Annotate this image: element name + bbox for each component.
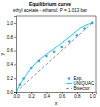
tick: 1.0 — [90, 92, 97, 99]
point — [30, 67, 33, 70]
tick: 0.2 — [7, 76, 16, 81]
tick-label: 0.6 — [7, 48, 14, 53]
tick-label: 0.2 — [29, 94, 36, 99]
x-axis: 0.0 0.2 0.4 0.6 0.8 1.0 — [13, 92, 96, 99]
tick-mark — [14, 92, 16, 93]
axis-line — [14, 17, 17, 93]
tick: 1.0 — [7, 21, 16, 26]
point — [76, 34, 79, 37]
point — [53, 50, 56, 53]
point — [68, 40, 71, 43]
y-axis-label: y — [0, 52, 5, 55]
title: Equilibrium curve — [29, 1, 71, 7]
tick-label: 0.0 — [13, 94, 20, 99]
tick-label: 0.6 — [59, 94, 66, 99]
tick-label: 0.8 — [7, 35, 14, 40]
point — [91, 22, 94, 25]
subtitle: ethyl acetate - ethanol, P = 1.013 bar — [13, 8, 87, 13]
tick: 0.2 — [29, 92, 36, 99]
chart: Equilibrium curveethyl acetate - ethanol… — [0, 0, 100, 107]
legend-item: Bisector — [66, 86, 90, 91]
tick: 0.4 — [44, 92, 51, 99]
tick-mark — [14, 64, 16, 65]
point — [19, 83, 22, 86]
tick: 0.0 — [7, 90, 16, 95]
point — [38, 60, 41, 63]
tick-mark — [14, 23, 16, 24]
y-axis: 0.0 0.2 0.4 0.6 0.8 1.0 — [7, 17, 17, 95]
tick: 0.4 — [7, 62, 16, 67]
x-axis-label: x — [55, 100, 58, 106]
legend-marker — [66, 83, 72, 84]
tick: 0.8 — [74, 92, 81, 99]
point — [60, 46, 63, 49]
tick-label: 0.4 — [7, 62, 14, 67]
legend-marker — [68, 77, 71, 80]
legend-marker — [66, 88, 72, 89]
tick-label: 0.2 — [7, 76, 14, 81]
point — [45, 55, 48, 58]
point — [22, 77, 25, 80]
tick: 0.6 — [59, 92, 66, 99]
legend: Exp.UNIQUACBisector — [66, 76, 95, 91]
tick-label: 0.8 — [74, 94, 81, 99]
tick-mark — [14, 37, 16, 38]
legend-label: Bisector — [74, 86, 91, 91]
tick: 0.6 — [7, 48, 16, 53]
tick-mark — [14, 78, 16, 79]
tick-mark — [14, 51, 16, 52]
point — [16, 91, 17, 92]
tick: 0.8 — [7, 35, 16, 40]
tick-label: 0.4 — [44, 94, 51, 99]
frame — [96, 16, 97, 92]
point — [83, 27, 86, 30]
tick-label: 1.0 — [90, 94, 97, 99]
frame — [16, 16, 96, 17]
tick-label: 0.0 — [7, 90, 14, 95]
tick: 0.0 — [13, 92, 20, 99]
tick-label: 1.0 — [7, 21, 14, 26]
